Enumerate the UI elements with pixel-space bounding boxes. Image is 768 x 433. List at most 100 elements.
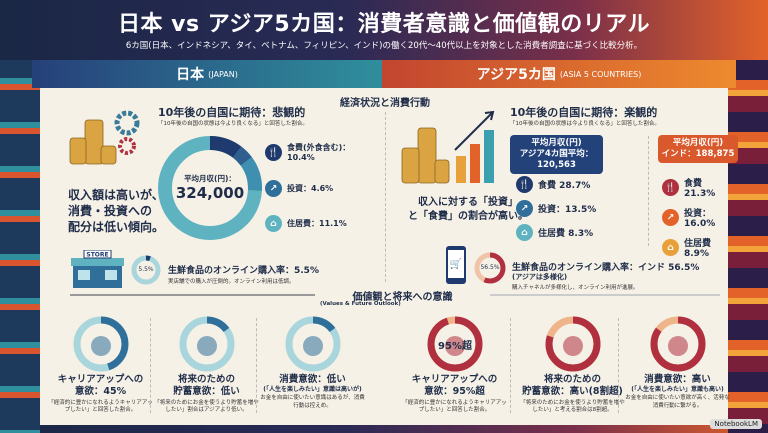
divider [150,318,151,413]
card-description: 「将来のためにお金を使うより貯蓄を増やしたい」割合はアジアより低い。 [154,399,259,414]
card-description: お金を自由に使いたい意欲が高く、活発な消費行動に繋がる。 [625,395,730,410]
values-section-subtitle: (Values & Future Outlook) [320,301,401,307]
asia-value-card: 消費意欲：高い (「人生を楽しみたい」意識も高い) お金を自由に使いたい意欲が高… [625,314,730,411]
japan-outlook-heading: 10年後の自国に期待：悲観的 [158,106,306,119]
asia-value-donut: 95%超 [427,316,482,372]
japan-online-donut [131,255,161,285]
piggy-bank-icon [562,336,583,356]
donut-label: 95%超 [438,339,473,352]
house-icon: ⌂ [516,224,533,241]
japan-online-donut-label: 5.5% [138,266,154,273]
card-title: 消費意欲：低い [279,374,346,385]
card-title: 将来のための [177,374,235,385]
asia-online-title: 生鮮食品のオンライン購入率：インド 56.5% [512,263,700,273]
divider [385,112,386,282]
house-icon: ⌂ [265,215,282,232]
fork-spoon-icon: 🍴 [265,144,282,162]
chart-icon: ↗ [265,180,282,197]
house-icon: ⌂ [662,239,679,256]
india-spending-list: 🍴 食費 21.3% ↗ 投資：16.0% ⌂ 住居費 8.9% [662,176,728,259]
japan-value-donut [73,316,128,372]
card-title-2: 貯蓄意欲：低い [173,385,240,397]
svg-text:STORE: STORE [86,252,108,259]
decorative-pattern-left [0,60,40,433]
india-online-donut [474,252,506,284]
card-title: キャリアアップへの [411,374,498,385]
asia-header: アジア5カ国 (ASIA 5 COUNTRIES) [382,60,736,88]
asia-value-card: 95%超 キャリアアップへの 意欲：95%超 「経済的に豊かになれるようキャリア… [402,314,507,415]
asia-sublabel: (ASIA 5 COUNTRIES) [559,69,642,79]
japan-outlook-note: 「10年後の自国の状態は今より良くなる」と回答した割合。 [158,121,308,127]
card-description: 「経済的に豊かになれるようキャリアアップしたい」と回答した割合。 [48,399,153,414]
card-title-2: 意欲：45% [74,385,127,397]
asia4-income-box: 平均月収(円) アジア4カ国平均：120,563 [510,135,603,175]
japan-summary: 収入額は高いが、 消費・投資への 配分は低い傾向。 [68,188,165,235]
coins-growth-chart-icon [401,110,495,184]
asia4-spending-list: 🍴 食費 28.7% ↗ 投資：13.5% ⌂ 住居費 8.3% [516,176,596,241]
divider [648,136,649,246]
fork-spoon-icon: 🍴 [516,176,533,193]
card-description: お金を自由に使いたい意識はあるが、消費行動は控えめ。 [260,395,365,410]
page-subtitle: 6カ国(日本、インドネシア、タイ、ベトナム、フィリピン、インド)の働く20代〜4… [125,41,643,51]
economy-section-title: 経済状況と消費行動 [340,98,430,109]
card-title-2: (「人生を楽しみたい」意識も高い) [631,385,724,393]
asia-online-sub: (アジアは多様化) [512,273,568,281]
japan-income-donut [158,136,262,240]
card-description: 「経済的に豊かになれるようキャリアアップしたい」と回答した割合。 [402,399,507,414]
japan-value-donut [179,316,234,372]
coins-gears-icon [69,110,140,165]
divider [490,294,720,296]
card-title: キャリアアップへの [57,374,144,385]
card-title: 消費意欲：高い [644,374,711,385]
divider [256,318,257,413]
store-icon: STORE [71,250,124,288]
japan-invest-item: ↗ 投資：4.6% [265,180,333,197]
income-label: 平均月収(円)： [184,174,236,183]
japan-housing-item: ⌂ 住居費：11.1% [265,215,347,232]
relaxing-person-icon [667,336,688,356]
decorative-pattern-right [728,60,768,433]
svg-text:🛒: 🛒 [450,257,462,270]
smartphone-cart-icon: 🛒 [446,246,466,284]
card-title-2: 貯蓄意欲：高い(8割超) [522,385,623,397]
asia-summary: 収入に対する「投資」 と「食費」の割合が高い。 [408,197,528,222]
asia-outlook-heading: 10年後の自国に期待：楽観的 [510,106,658,119]
page-title: 日本 vs アジア5カ国：消費者意識と価値観のリアル [118,12,650,37]
relaxing-person-icon [302,336,323,356]
values-section-title: 価値観と将来への意識 [352,292,453,303]
chart-icon: ↗ [662,209,679,226]
japan-value-card: キャリアアップへの 意欲：45% 「経済的に豊かになれるようキャリアアップしたい… [48,314,153,415]
india-online-donut-label: 56.5% [480,264,500,271]
chart-icon: ↗ [516,200,533,217]
asia-value-donut [650,316,705,372]
ladder-climber-icon [444,336,465,356]
japan-food-item: 🍴 食費(外食含む)： 10.4% [265,143,350,162]
content-panel: 経済状況と消費行動 収入額は高いが、 消費・投資への 配分は低い傾向。 10年後の自… [40,88,738,425]
card-description: 「将来のためにお金を使うより貯蓄を増やしたい」と考える割合は8割超。 [520,399,625,414]
card-title-2: (「人生を楽しみたい」意識は高いが) [263,385,362,393]
japan-label: 日本 [176,67,205,83]
asia-label: アジア5カ国 [476,67,556,83]
japan-online-title: 生鮮食品のオンライン購入率：5.5% [168,266,319,276]
divider [70,294,315,296]
card-title: 将来のための [543,374,601,385]
japan-income: 平均月収(円)： 324,000 [170,173,250,202]
asia-value-donut [545,316,600,372]
income-value: 324,000 [175,184,245,202]
japan-sublabel: (JAPAN) [208,69,238,79]
piggy-bank-icon [196,336,217,356]
notebooklm-watermark: NotebookLM [710,419,762,429]
card-title-2: 意欲：95%超 [424,385,485,397]
india-income-box: 平均月収(円) インド：188,875 [658,135,738,164]
japan-value-card: 消費意欲：低い (「人生を楽しみたい」意識は高いが) お金を自由に使いたい意識は… [260,314,365,411]
ladder-climber-icon [90,336,111,356]
japan-value-card: 将来のための 貯蓄意欲：低い 「将来のためにお金を使うより貯蓄を増やしたい」割合… [154,314,259,415]
fork-spoon-icon: 🍴 [662,179,679,196]
divider [510,318,511,413]
divider [618,318,619,413]
asia-outlook-note: 「10年後の自国の状態は今より良くなる」と回答した割合。 [510,121,660,127]
japan-header: 日本 (JAPAN) [32,60,382,88]
japan-online-note: 実店舗での購入が圧倒的。オンライン利用は低調。 [168,279,295,285]
asia-online-note: 購入チャネルが多様化し、オンライン利用が進展。 [512,285,639,291]
japan-value-donut [285,316,340,372]
